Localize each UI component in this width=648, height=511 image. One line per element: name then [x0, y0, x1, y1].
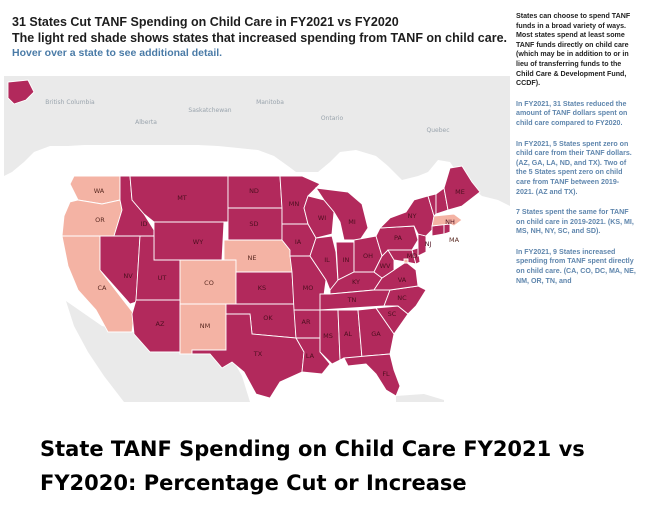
state-az[interactable]	[131, 299, 181, 353]
state-or[interactable]	[61, 199, 123, 237]
state-label-nh: NH	[445, 218, 455, 226]
state-label-tx: TX	[253, 350, 263, 358]
state-label-ca: CA	[98, 284, 108, 292]
side-note: In FY2021, 31 States reduced the amount …	[516, 99, 628, 127]
state-label-ne: NE	[248, 254, 257, 262]
state-label-oh: OH	[363, 252, 373, 260]
place-label: British Columbia	[45, 99, 95, 106]
side-note: In FY2021, 5 States spent zero on child …	[516, 139, 632, 196]
place-label: Quebec	[426, 127, 449, 134]
map-title: 31 States Cut TANF Spending on Child Car…	[12, 15, 399, 29]
geo-labels: British Columbia Alberta Saskatchewan Ma…	[45, 99, 449, 134]
state-label-mi: MI	[348, 218, 356, 226]
state-label-mo: MO	[303, 284, 314, 292]
caption-line-1: State TANF Spending on Child Care FY2021…	[40, 437, 585, 461]
place-label: Manitoba	[256, 99, 284, 106]
state-label-ia: IA	[295, 238, 302, 246]
state-label-nv: NV	[123, 272, 133, 280]
state-label-mn: MN	[289, 200, 300, 208]
state-label-id: ID	[141, 220, 148, 228]
title-block: 31 States Cut TANF Spending on Child Car…	[12, 14, 512, 60]
state-ak[interactable]	[7, 79, 35, 105]
state-label-nc: NC	[397, 294, 407, 302]
side-note: States can choose to spend TANF funds in…	[516, 12, 631, 88]
state-dc[interactable]	[403, 258, 409, 264]
state-label-md: MD	[407, 252, 418, 260]
state-label-in: IN	[343, 256, 350, 264]
dashboard: 31 States Cut TANF Spending on Child Car…	[4, 6, 642, 402]
state-label-ar: AR	[302, 318, 311, 326]
state-wy[interactable]	[153, 221, 225, 261]
map-subtitle: The light red shade shows states that in…	[12, 31, 508, 45]
state-label-wv: WV	[380, 262, 391, 270]
state-label-ok: OK	[263, 314, 273, 322]
us-state-map[interactable]: British Columbia Alberta Saskatchewan Ma…	[4, 76, 510, 402]
place-label: Saskatchewan	[188, 107, 231, 114]
caption-line-2: FY2020: Percentage Cut or Increase	[40, 471, 467, 495]
state-label-sd: SD	[249, 220, 258, 228]
side-note: In FY2021, 9 States increased spending f…	[516, 247, 636, 285]
state-labels: WA OR CA CO NM NE MA ID MT WY NV UT AZ N…	[94, 187, 465, 378]
state-label-wa: WA	[94, 187, 105, 195]
state-label-ga: GA	[371, 330, 381, 338]
state-label-va: VA	[398, 276, 407, 284]
state-label-ms: MS	[323, 332, 333, 340]
state-mi[interactable]	[315, 187, 369, 241]
state-label-ks: KS	[258, 284, 266, 292]
state-ma[interactable]	[431, 213, 463, 227]
states-layer[interactable]	[7, 79, 481, 399]
state-tx[interactable]	[191, 313, 305, 399]
state-label-nd: ND	[249, 187, 259, 195]
state-label-nj: NJ	[425, 240, 432, 248]
state-fl[interactable]	[343, 353, 401, 397]
canada-land	[4, 76, 510, 206]
place-label: Ontario	[321, 115, 344, 122]
caption: State TANF Spending on Child Care FY2021…	[40, 432, 640, 500]
state-label-nm: NM	[200, 322, 210, 330]
state-label-az: AZ	[156, 320, 165, 328]
map-area[interactable]: British Columbia Alberta Saskatchewan Ma…	[4, 76, 510, 402]
state-me[interactable]	[443, 165, 481, 211]
state-label-ma: MA	[449, 236, 460, 244]
state-label-ky: KY	[352, 278, 360, 286]
side-note: 7 States spent the same for TANF on chil…	[516, 208, 634, 236]
cuba-land	[396, 394, 444, 402]
state-label-pa: PA	[394, 234, 403, 242]
state-label-fl: FL	[382, 370, 390, 378]
state-label-wy: WY	[193, 238, 203, 246]
state-label-la: LA	[306, 352, 315, 360]
state-label-or: OR	[95, 216, 105, 224]
state-label-al: AL	[344, 330, 352, 338]
state-label-co: CO	[204, 279, 214, 287]
place-label: Alberta	[135, 119, 157, 126]
state-label-mt: MT	[177, 194, 187, 202]
state-label-ut: UT	[158, 274, 167, 282]
state-label-wi: WI	[318, 214, 326, 222]
side-notes: States can choose to spend TANF funds in…	[516, 12, 636, 402]
state-label-tn: TN	[347, 296, 357, 304]
state-label-sc: SC	[388, 310, 397, 318]
state-label-me: ME	[455, 188, 465, 196]
state-label-ny: NY	[408, 212, 417, 220]
state-ms[interactable]	[319, 309, 341, 365]
hover-hint: Hover over a state to see additional det…	[12, 47, 223, 59]
state-label-il: IL	[324, 256, 330, 264]
state-md[interactable]	[387, 249, 417, 265]
